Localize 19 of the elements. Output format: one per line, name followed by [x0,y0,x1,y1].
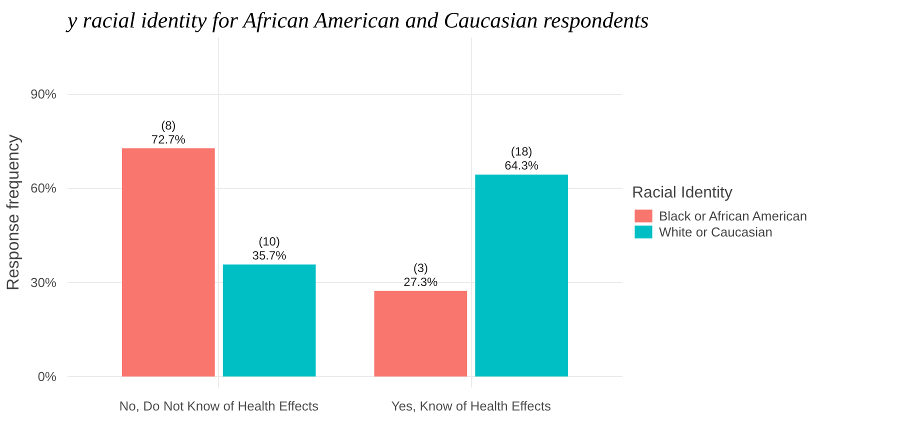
data-label: (18) 64.3% [504,144,539,173]
data-label: (3) 27.3% [404,260,438,289]
chart-title: y racial identity for African American and Caucasian respondents [66,8,649,32]
legend-title: Racial Identity [632,184,734,202]
y-tick-label: 90% [30,86,57,102]
bar [374,290,468,377]
data-label: (10) 35.7% [252,234,287,262]
y-tick-label: 0% [38,369,57,384]
y-tick-label: 30% [30,274,57,290]
bar [122,148,215,377]
x-tick-label: Yes, Know of Health Effects [391,398,552,414]
legend-label: White or Caucasian [659,224,772,239]
y-tick-label: 60% [30,180,57,196]
bar [222,264,316,377]
y-axis-title: Response frequency [3,134,22,290]
legend-label: Black or African American [659,208,808,223]
data-label: (8) 72.7% [151,118,186,146]
x-tick-label: No, Do Not Know of Health Effects [119,398,319,414]
bar [475,174,568,377]
